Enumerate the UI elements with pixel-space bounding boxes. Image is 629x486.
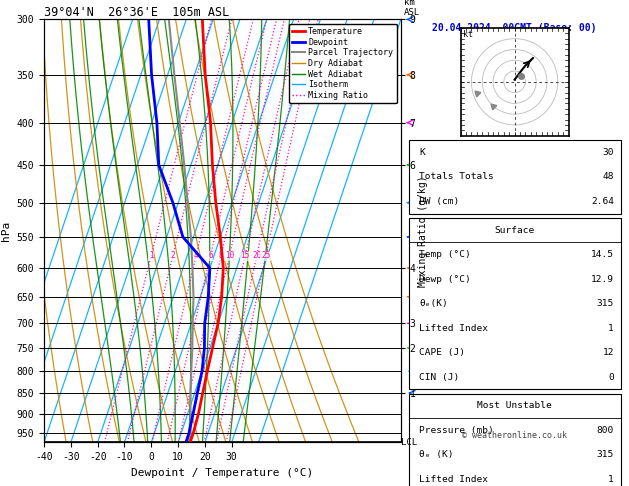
Text: 6: 6 (208, 251, 213, 260)
Text: PW (cm): PW (cm) (420, 197, 460, 206)
Text: Surface: Surface (494, 226, 535, 235)
Text: 12: 12 (603, 348, 614, 357)
Text: LCL: LCL (401, 438, 417, 447)
Text: Temp (°C): Temp (°C) (420, 250, 471, 259)
Text: K: K (420, 148, 425, 156)
Text: 14.5: 14.5 (591, 250, 614, 259)
Text: 48: 48 (603, 172, 614, 181)
Text: θₑ(K): θₑ(K) (420, 299, 448, 308)
Text: CIN (J): CIN (J) (420, 373, 460, 382)
Text: 1: 1 (608, 475, 614, 484)
Text: CAPE (J): CAPE (J) (420, 348, 465, 357)
Text: © weatheronline.co.uk: © weatheronline.co.uk (462, 431, 567, 440)
Text: Dewp (°C): Dewp (°C) (420, 275, 471, 283)
Text: Lifted Index: Lifted Index (420, 324, 489, 332)
Text: Totals Totals: Totals Totals (420, 172, 494, 181)
Text: 800: 800 (597, 426, 614, 435)
Text: Most Unstable: Most Unstable (477, 401, 552, 410)
Bar (409, 394, 621, 486)
Text: Lifted Index: Lifted Index (420, 475, 489, 484)
X-axis label: Dewpoint / Temperature (°C): Dewpoint / Temperature (°C) (131, 468, 313, 478)
Text: 1: 1 (149, 251, 153, 260)
Text: 4: 4 (194, 251, 198, 260)
Text: 15: 15 (240, 251, 250, 260)
Text: 10: 10 (225, 251, 234, 260)
Text: 0: 0 (608, 373, 614, 382)
Y-axis label: Mixing Ratio (g/kg): Mixing Ratio (g/kg) (418, 175, 428, 287)
Text: 8: 8 (219, 251, 223, 260)
Text: 39°04'N  26°36'E  105m ASL: 39°04'N 26°36'E 105m ASL (44, 6, 230, 19)
Y-axis label: hPa: hPa (1, 221, 11, 241)
Text: 25: 25 (261, 251, 270, 260)
Bar (409, 218, 621, 389)
Text: 30: 30 (603, 148, 614, 156)
Text: 2: 2 (170, 251, 175, 260)
Legend: Temperature, Dewpoint, Parcel Trajectory, Dry Adiabat, Wet Adiabat, Isotherm, Mi: Temperature, Dewpoint, Parcel Trajectory… (289, 24, 397, 103)
Text: θₑ (K): θₑ (K) (420, 451, 454, 459)
Text: 20.04.2024  00GMT (Base: 00): 20.04.2024 00GMT (Base: 00) (432, 23, 597, 33)
Text: 12.9: 12.9 (591, 275, 614, 283)
Text: Pressure (mb): Pressure (mb) (420, 426, 494, 435)
Text: 315: 315 (597, 451, 614, 459)
Text: 315: 315 (597, 299, 614, 308)
Bar (409, 140, 621, 213)
Text: 20: 20 (252, 251, 261, 260)
Text: 2.64: 2.64 (591, 197, 614, 206)
Text: 1: 1 (608, 324, 614, 332)
Text: km
ASL: km ASL (404, 0, 420, 17)
